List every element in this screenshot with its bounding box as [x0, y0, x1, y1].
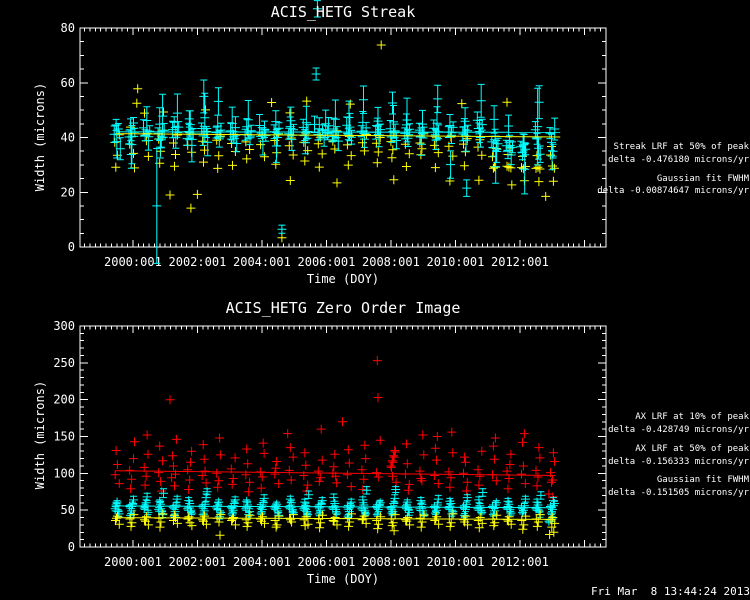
x-tick-label: 2000:001	[104, 555, 162, 569]
x-tick-label: 2004:001	[233, 555, 291, 569]
legend-zero-gaussian-label: Gaussian fit FWHM	[657, 475, 750, 485]
x-tick-label: 2006:001	[298, 255, 356, 269]
y-tick-label: 0	[68, 240, 75, 254]
x-tick-label: 2010:001	[427, 555, 485, 569]
fit-line-0	[115, 133, 561, 138]
fit-line-1	[115, 505, 556, 509]
y-tick-label: 250	[53, 356, 75, 370]
fit-line-1	[115, 131, 561, 133]
y-tick-label: 150	[53, 430, 75, 444]
legend-ax10-label: AX LRF at 10% of peak	[635, 412, 749, 422]
x-tick-label: 2004:001	[233, 255, 291, 269]
legend-zero-gaussian-delta: delta -0.151505 microns/yr	[608, 488, 749, 498]
series-ax-lrf-at-10-of-peak	[110, 356, 559, 502]
top-plot-ylabel: Width (microns)	[33, 83, 47, 191]
x-tick-label: 2002:001	[169, 555, 227, 569]
axis-frame	[79, 325, 607, 548]
x-tick-label: 2002:001	[169, 255, 227, 269]
bottom-plot-title: ACIS_HETG Zero Order Image	[226, 299, 461, 317]
y-tick-label: 0	[68, 540, 75, 554]
top-plot-xlabel: Time (DOY)	[307, 272, 379, 286]
bottom-plot-points	[110, 356, 560, 540]
series-gaussian-fit-fwhm	[109, 0, 560, 264]
legend-ax50-delta: delta -0.156333 microns/yr	[608, 457, 749, 467]
series-gaussian-fit-fwhm	[110, 485, 559, 526]
legend-ax50-label: AX LRF at 50% of peak	[635, 444, 749, 454]
y-tick-label: 300	[53, 319, 75, 333]
top-plot-points	[109, 0, 561, 264]
fit-line-2	[115, 517, 556, 520]
legend-streak-gaussian-delta: delta -0.00874647 microns/yr	[597, 186, 749, 196]
x-tick-label: 2012:001	[491, 255, 549, 269]
y-tick-label: 80	[61, 21, 75, 35]
x-tick-label: 2006:001	[298, 555, 356, 569]
bottom-plot-ylabel: Width (microns)	[33, 381, 47, 489]
legend-streak-lrf-delta: delta -0.476180 microns/yr	[608, 155, 749, 165]
y-tick-label: 100	[53, 466, 75, 480]
y-tick-label: 50	[61, 503, 75, 517]
top-plot-title: ACIS_HETG Streak	[271, 3, 416, 21]
axis-frame	[79, 27, 607, 248]
y-tick-label: 200	[53, 393, 75, 407]
x-tick-label: 2008:001	[362, 255, 420, 269]
x-tick-label: 2008:001	[362, 555, 420, 569]
x-tick-label: 2012:001	[491, 555, 549, 569]
top-plot-axes: 2000:001 2002:001 2004:001 2006:001 2008:001…	[61, 21, 607, 269]
bottom-plot-axes: 2000:001 2002:001 2004:001 2006:001 2008:001…	[53, 319, 607, 569]
y-tick-label: 40	[61, 131, 75, 145]
x-tick-label: 2010:001	[427, 255, 485, 269]
bottom-plot-xlabel: Time (DOY)	[307, 572, 379, 586]
timestamp: Fri Mar 8 13:44:24 2013	[591, 585, 750, 598]
fit-line-0	[115, 470, 556, 476]
legend-streak-gaussian-label: Gaussian fit FWHM	[657, 174, 750, 184]
x-tick-label: 2000:001	[104, 255, 162, 269]
legend-streak-lrf-label: Streak LRF at 50% of peak	[614, 142, 750, 152]
legend-ax10-delta: delta -0.428749 microns/yr	[608, 425, 749, 435]
y-tick-label: 60	[61, 76, 75, 90]
y-tick-label: 20	[61, 185, 75, 199]
